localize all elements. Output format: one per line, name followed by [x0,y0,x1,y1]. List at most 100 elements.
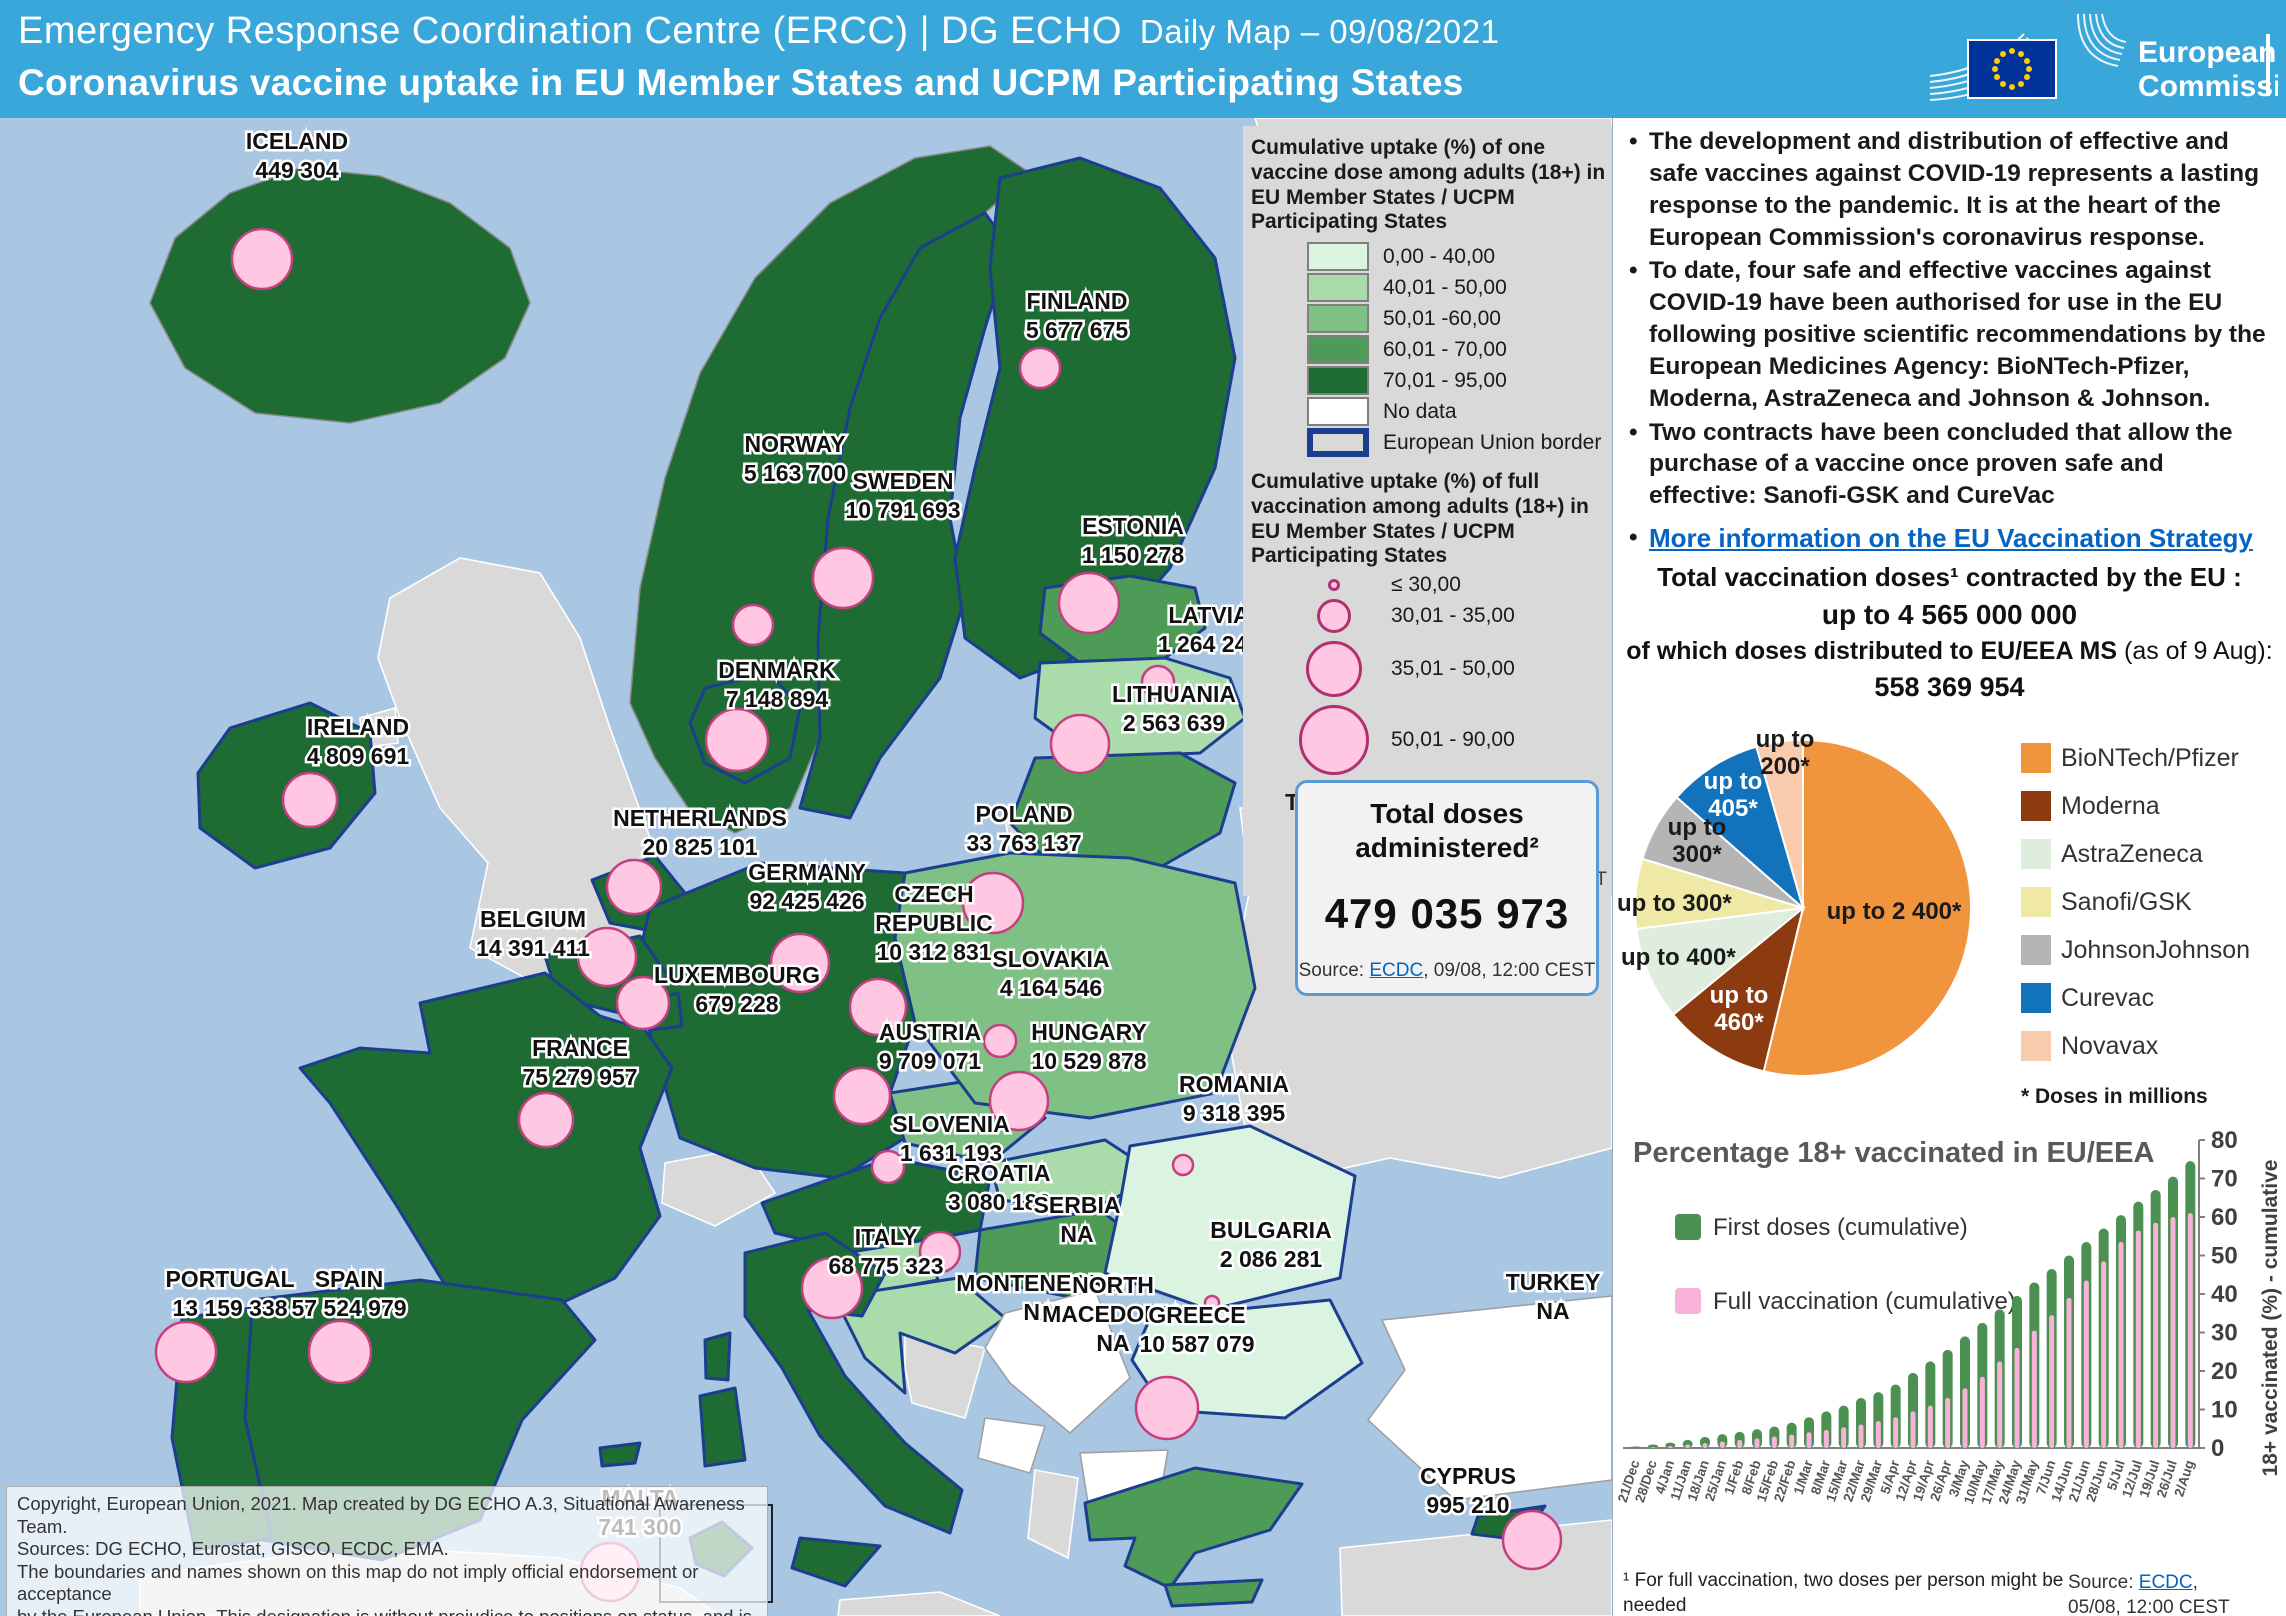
pie-legend-swatch [2021,1030,2051,1061]
bar-first-dose [1665,1442,1676,1448]
full-vaccination-circle-luxembourg [615,975,671,1031]
legend-circle-row: 50,01 - 90,00 [1291,701,1607,779]
legend-swatch [1307,242,1369,272]
country-label-greece: 10 587 079 [1139,1331,1254,1357]
country-label-romania: ROMANIA [1179,1071,1289,1097]
bar-legend-label: Full vaccination (cumulative) [1713,1288,2016,1315]
country-label-slovenia: SLOVENIA [892,1111,1010,1137]
country-label-turkey: TURKEY [1506,1269,1601,1295]
country-label-lithuania: LITHUANIA [1112,681,1236,707]
legend-class-row: 60,01 - 70,00 [1307,334,1607,365]
map-landmass [837,1591,1001,1616]
bar-full-vaccination [1927,1405,1933,1448]
country-label-austria: AUSTRIA [879,1019,981,1045]
country-label-serbia: NA [1060,1221,1093,1247]
country-label-slovenia: 1 631 193 [900,1140,1002,1166]
country-label-nmacedonia: MACEDONIA [1042,1301,1184,1327]
country-shape-serbia [984,1289,1131,1434]
pie-slice-BioNTech/Pfizer [1762,738,1972,1077]
bar-full-vaccination [1979,1376,1985,1448]
country-label-croatia: 3 080 186 [948,1189,1050,1215]
country-shape-montenegro [977,1417,1046,1474]
legend-swatch [1307,335,1369,365]
country-shape-italy [743,1231,964,1535]
country-shape-romania [1103,1124,1357,1312]
country-label-poland: POLAND [975,801,1072,827]
country-label-norway: NORWAY [745,431,846,457]
bar-full-vaccination [1754,1438,1760,1448]
full-vaccination-circle-finland [1018,346,1062,390]
country-label-iceland: ICELAND [246,128,348,154]
pie-slice-label: up to [1704,768,1763,795]
country-shape-sweden [798,211,1012,820]
country-label-luxembourg: LUXEMBOURG [654,962,820,988]
bar-full-vaccination [2066,1297,2072,1448]
bar-full-vaccination [1910,1411,1916,1448]
country-label-ireland: 4 809 691 [307,743,410,769]
bar-full-vaccination [2135,1230,2141,1448]
page-title: Emergency Response Coordination Centre (… [18,10,1500,52]
bar-first-dose [1682,1439,1693,1448]
country-label-greece: GREECE [1148,1302,1245,1328]
full-vaccination-circle-norway [731,603,775,647]
bar-full-vaccination [1823,1429,1829,1448]
pie-legend-label: Curevac [2061,984,2154,1012]
bar-full-vaccination [1650,1447,1656,1448]
country-label-cyprus: CYPRUS [1420,1463,1516,1489]
europe-map: ICELAND 449 304 NORWAY 5 163 700 SWEDEN 10 79… [0,118,1615,1616]
full-vaccination-circle-czech [848,977,908,1037]
bullet-list: The development and distribution of effe… [1613,118,2286,512]
bar-full-vaccination [2118,1241,2124,1448]
full-vaccination-circle-hungary [988,1070,1050,1132]
pie-slice-label: 460* [1714,1009,1764,1036]
pie-legend-swatch [2021,838,2051,869]
full-vaccination-circle-germany [769,932,831,994]
full-vaccination-circle-ireland [281,771,339,829]
bar-full-vaccination [2049,1315,2055,1448]
country-label-ireland: IRELAND [307,714,409,740]
panel-footnotes: ¹ For full vaccination, two doses per pe… [1613,1563,2286,1616]
bar-full-vaccination [1702,1442,1708,1448]
eu-flag-stars [1992,48,2032,90]
country-label-montenegro: MONTENEGRO [956,1270,1123,1296]
pie-legend-swatch [2021,982,2051,1013]
pie-slice-label: up to [1710,982,1769,1009]
country-label-bulgaria: BULGARIA [1210,1217,1331,1243]
country-label-poland: 33 763 137 [966,830,1081,856]
map-date: Daily Map – 09/08/2021 [1139,13,1500,50]
vaccination-strategy-link[interactable]: More information on the EU Vaccination S… [1649,523,2253,554]
full-vaccination-circle-slovenia [870,1149,906,1185]
bar-full-vaccination [2153,1222,2159,1448]
legend-swatch [1307,428,1369,458]
bar-chart-title: Percentage 18+ vaccinated in EU/EEA [1633,1137,2154,1169]
legend-swatch [1307,366,1369,396]
logo-text-2: Commission [2138,70,2278,103]
legend-class-row: 50,01 -60,00 [1307,303,1607,334]
full-vaccination-circle-sweden [811,546,875,610]
pie-legend-label: Novavax [2061,1032,2159,1060]
pie-slice-label: up to 300* [1617,890,1732,917]
full-vaccination-circle-belgium [576,926,638,988]
country-label-belgium: 14 391 411 [476,935,590,961]
bar-full-vaccination [2031,1330,2037,1448]
bar-first-dose [1648,1444,1658,1448]
country-label-sweden: 10 791 693 [845,497,960,523]
y-tick-label: 40 [2211,1281,2238,1308]
ecdc-link[interactable]: ECDC [1369,960,1424,982]
pie-slice-Novavax [1755,738,1804,909]
pie-legend-label: JohnsonJohnson [2061,936,2250,964]
total-doses-box: Total doses administered² 479 035 973 Sou… [1295,780,1599,996]
bar-chart-source: Source: ECDC, 05/08, 12:00 CEST [2068,1571,2230,1616]
pie-legend-swatch [2021,934,2051,965]
country-label-portugal: PORTUGAL [165,1266,294,1292]
ecdc-link[interactable]: ECDC [2138,1571,2193,1593]
full-vaccination-circle-netherlands [605,858,663,916]
full-vaccination-circle-france [517,1091,575,1149]
country-label-germany: GERMANY [748,859,866,885]
full-vaccination-circle-austria [832,1066,892,1126]
footnote-1: ¹ For full vaccination, two doses per pe… [1623,1569,2064,1616]
european-commission-logo: European Commission [1929,13,2278,103]
full-vaccination-circle-denmark [704,707,770,773]
bar-full-vaccination [1771,1436,1777,1448]
legend-circle [1328,579,1340,592]
